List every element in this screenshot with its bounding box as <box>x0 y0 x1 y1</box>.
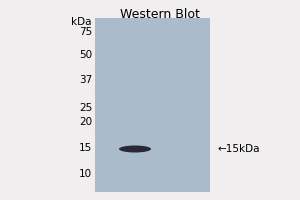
Text: 25: 25 <box>79 103 92 113</box>
Text: 37: 37 <box>79 75 92 85</box>
Text: 75: 75 <box>79 27 92 37</box>
Text: ←15kDa: ←15kDa <box>218 144 260 154</box>
Text: 20: 20 <box>79 117 92 127</box>
Text: kDa: kDa <box>71 17 92 27</box>
Text: 10: 10 <box>79 169 92 179</box>
Bar <box>95 18 210 192</box>
Ellipse shape <box>119 146 151 152</box>
Text: 15: 15 <box>79 143 92 153</box>
Text: Western Blot: Western Blot <box>120 8 200 21</box>
Text: 50: 50 <box>79 50 92 60</box>
